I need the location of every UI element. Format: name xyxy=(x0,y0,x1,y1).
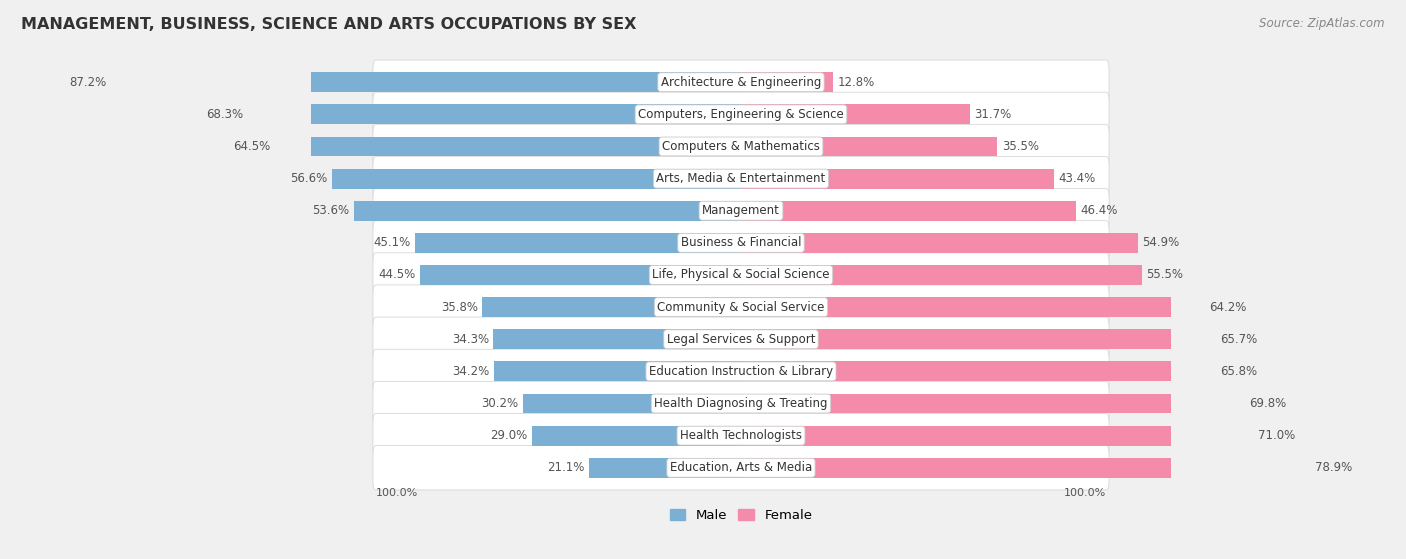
Text: 53.6%: 53.6% xyxy=(312,204,350,217)
Text: 65.8%: 65.8% xyxy=(1220,365,1258,378)
Bar xyxy=(589,458,741,478)
FancyBboxPatch shape xyxy=(373,221,1109,265)
FancyBboxPatch shape xyxy=(373,317,1109,362)
Text: Architecture & Engineering: Architecture & Engineering xyxy=(661,75,821,89)
FancyBboxPatch shape xyxy=(373,157,1109,201)
FancyBboxPatch shape xyxy=(373,381,1109,426)
FancyBboxPatch shape xyxy=(373,285,1109,329)
Text: 100.0%: 100.0% xyxy=(375,488,418,498)
Text: 46.4%: 46.4% xyxy=(1080,204,1118,217)
Bar xyxy=(741,297,1205,317)
Bar xyxy=(531,426,741,446)
Bar xyxy=(415,233,741,253)
Text: 87.2%: 87.2% xyxy=(69,75,107,89)
Text: Community & Social Service: Community & Social Service xyxy=(657,301,825,314)
Bar xyxy=(741,136,997,157)
Text: 44.5%: 44.5% xyxy=(378,268,415,282)
Text: 78.9%: 78.9% xyxy=(1315,461,1353,474)
Text: Computers, Engineering & Science: Computers, Engineering & Science xyxy=(638,108,844,121)
Text: 35.5%: 35.5% xyxy=(1001,140,1039,153)
Text: 21.1%: 21.1% xyxy=(547,461,585,474)
Text: 100.0%: 100.0% xyxy=(1064,488,1107,498)
Text: 43.4%: 43.4% xyxy=(1059,172,1097,185)
FancyBboxPatch shape xyxy=(373,253,1109,297)
FancyBboxPatch shape xyxy=(373,349,1109,394)
Legend: Male, Female: Male, Female xyxy=(664,504,818,528)
Text: 54.9%: 54.9% xyxy=(1142,236,1180,249)
FancyBboxPatch shape xyxy=(373,92,1109,136)
Bar xyxy=(741,265,1142,285)
Bar xyxy=(741,201,1076,221)
Text: 12.8%: 12.8% xyxy=(838,75,875,89)
Text: Legal Services & Support: Legal Services & Support xyxy=(666,333,815,346)
Text: Arts, Media & Entertainment: Arts, Media & Entertainment xyxy=(657,172,825,185)
Bar xyxy=(741,394,1246,414)
Bar xyxy=(741,458,1310,478)
Text: 71.0%: 71.0% xyxy=(1258,429,1295,442)
Text: 55.5%: 55.5% xyxy=(1146,268,1184,282)
Text: Source: ZipAtlas.com: Source: ZipAtlas.com xyxy=(1260,17,1385,30)
Text: 68.3%: 68.3% xyxy=(207,108,243,121)
FancyBboxPatch shape xyxy=(373,60,1109,105)
FancyBboxPatch shape xyxy=(373,124,1109,169)
Bar xyxy=(494,329,741,349)
Text: 29.0%: 29.0% xyxy=(489,429,527,442)
Text: 45.1%: 45.1% xyxy=(374,236,411,249)
Text: Management: Management xyxy=(702,204,780,217)
Bar xyxy=(494,362,741,381)
Bar xyxy=(741,233,1137,253)
Text: Health Technologists: Health Technologists xyxy=(681,429,801,442)
Bar xyxy=(741,105,970,124)
Bar xyxy=(111,72,741,92)
Bar xyxy=(482,297,741,317)
Text: 64.5%: 64.5% xyxy=(233,140,271,153)
Text: Education, Arts & Media: Education, Arts & Media xyxy=(669,461,813,474)
Bar xyxy=(332,169,741,188)
Bar xyxy=(741,72,834,92)
Text: Education Instruction & Library: Education Instruction & Library xyxy=(650,365,832,378)
FancyBboxPatch shape xyxy=(373,446,1109,490)
Text: 31.7%: 31.7% xyxy=(974,108,1011,121)
Bar xyxy=(247,105,741,124)
FancyBboxPatch shape xyxy=(373,414,1109,458)
Text: 69.8%: 69.8% xyxy=(1250,397,1286,410)
Text: 35.8%: 35.8% xyxy=(441,301,478,314)
Text: Health Diagnosing & Treating: Health Diagnosing & Treating xyxy=(654,397,828,410)
Text: 56.6%: 56.6% xyxy=(291,172,328,185)
Text: Computers & Mathematics: Computers & Mathematics xyxy=(662,140,820,153)
Bar xyxy=(741,329,1216,349)
Text: 34.3%: 34.3% xyxy=(451,333,489,346)
Bar xyxy=(523,394,741,414)
Text: Business & Financial: Business & Financial xyxy=(681,236,801,249)
FancyBboxPatch shape xyxy=(373,188,1109,233)
Text: 64.2%: 64.2% xyxy=(1209,301,1246,314)
Bar xyxy=(741,169,1054,188)
Bar xyxy=(354,201,741,221)
Bar xyxy=(741,362,1216,381)
Text: 34.2%: 34.2% xyxy=(453,365,489,378)
Text: MANAGEMENT, BUSINESS, SCIENCE AND ARTS OCCUPATIONS BY SEX: MANAGEMENT, BUSINESS, SCIENCE AND ARTS O… xyxy=(21,17,637,32)
Bar xyxy=(741,426,1254,446)
Bar xyxy=(419,265,741,285)
Text: 65.7%: 65.7% xyxy=(1220,333,1257,346)
Text: Life, Physical & Social Science: Life, Physical & Social Science xyxy=(652,268,830,282)
Bar xyxy=(276,136,741,157)
Text: 30.2%: 30.2% xyxy=(481,397,519,410)
